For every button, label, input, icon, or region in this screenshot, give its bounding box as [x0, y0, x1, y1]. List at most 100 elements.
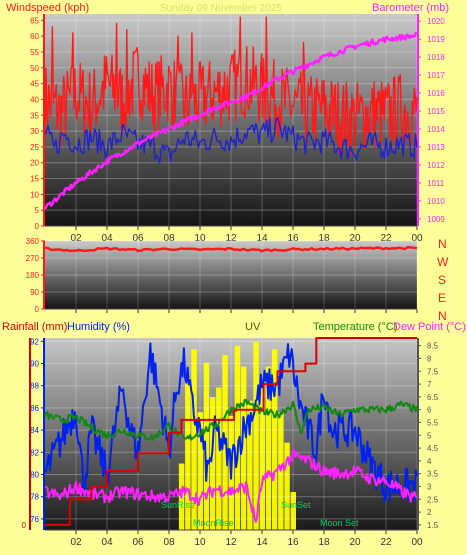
moonset-label: Moon Set: [320, 518, 359, 528]
x-tick-label: 06: [132, 233, 144, 244]
temperature-axis-label: Temperature (°C): [313, 321, 397, 333]
uv-bar: [265, 366, 272, 530]
y-right-tick-label: 1009: [427, 215, 445, 224]
y-left-tick-label: 20: [30, 159, 39, 168]
y-right-tick-label: 7.5: [427, 367, 439, 376]
y-right-tick-label: 1018: [427, 53, 445, 62]
uv-axis-label: UV: [245, 321, 261, 333]
y-left-tick-label: 55: [30, 48, 39, 57]
y-left-tick-label: 92: [30, 337, 39, 346]
temperature-line: [44, 398, 418, 441]
uv-bar: [247, 400, 253, 530]
y-left-tick-label: 90: [30, 360, 39, 369]
x-tick-label: 22: [380, 537, 392, 548]
y-left-tick-label: 86: [30, 404, 39, 413]
uv-bar: [290, 492, 296, 530]
pressure-line: [43, 31, 418, 210]
wind-direction-axes: 0 90 180 270 360: [26, 237, 418, 314]
y-left-tick-label: 82: [30, 448, 39, 457]
uv-bar: [209, 397, 216, 530]
x-tick-label: 00: [411, 537, 423, 548]
x-tick-label: 14: [256, 233, 268, 244]
y-right-tick-label: 1011: [427, 179, 445, 188]
dewpoint-axis-label: Dew Point (°C): [393, 321, 466, 333]
y-left-tick-label: 10: [30, 190, 39, 199]
windspeed-axis-label: Windspeed (kph): [6, 2, 89, 14]
x-tick-label: 20: [349, 537, 361, 548]
y-right-tick-label: 1.5: [427, 521, 439, 530]
y-right-tick-label: 1020: [427, 17, 445, 26]
y-left-tick-label: 25: [30, 143, 39, 152]
y-left-tick-label: 65: [30, 16, 39, 25]
x-tick-label: 04: [101, 537, 113, 548]
sunset-label: SunSet: [281, 500, 311, 510]
y-right-tick-label: 1014: [427, 125, 445, 134]
uv-bar: [284, 442, 290, 530]
x-tick-label: 00: [411, 233, 423, 244]
humidity-temperature-series: [44, 337, 418, 526]
uv-bar: [185, 378, 191, 530]
y-left-tick-label: 90: [30, 288, 39, 297]
rain-axis-tick-label: 0: [22, 521, 27, 530]
x-tick-label: 10: [194, 233, 206, 244]
uv-bar: [240, 366, 247, 530]
y-left-tick-label: 40: [30, 95, 39, 104]
y-right-tick-label: 8.5: [427, 342, 439, 351]
dewpoint-line: [44, 448, 418, 523]
y-right-tick-label: 5: [427, 431, 432, 440]
humidity-axis-label: Humidity (%): [67, 321, 130, 333]
wind-direction-series: [44, 246, 418, 253]
y-right-tick-label: 1013: [427, 143, 445, 152]
uv-bar: [259, 381, 265, 530]
y-left-tick-label: 80: [30, 471, 39, 480]
wind-pressure-axes: 0510152025303540455055606510091010101110…: [30, 14, 445, 244]
x-tick-label: 20: [349, 233, 361, 244]
y-right-tick-label: 1016: [427, 89, 445, 98]
rain_cumulative-line: [45, 337, 417, 526]
y-left-tick-label: 45: [30, 80, 39, 89]
y-left-tick-label: 15: [30, 175, 39, 184]
y-left-tick-label: 360: [26, 237, 40, 246]
date-title: Sunday 09 November 2025: [160, 3, 282, 14]
moonrise-label: MoonRise: [193, 518, 234, 528]
gust-line: [44, 117, 418, 164]
y-right-tick-label: 7: [427, 380, 432, 389]
compass-e: E: [438, 291, 446, 305]
y-left-tick-label: 35: [30, 111, 39, 120]
x-tick-label: 12: [225, 537, 237, 548]
wind-line: [44, 16, 418, 156]
y-left-tick-label: 50: [30, 64, 39, 73]
x-tick-label: 02: [70, 537, 82, 548]
y-left-tick-label: 60: [30, 32, 39, 41]
x-tick-label: 16: [287, 537, 299, 548]
x-tick-label: 14: [256, 537, 268, 548]
y-left-tick-label: 0: [35, 305, 40, 314]
uv-bar: [253, 341, 259, 530]
y-left-tick-label: 180: [26, 271, 40, 280]
y-left-tick-label: 0: [35, 222, 40, 231]
y-right-tick-label: 5.5: [427, 418, 439, 427]
x-tick-label: 16: [287, 233, 299, 244]
y-left-tick-label: 78: [30, 493, 39, 502]
y-right-tick-label: 1012: [427, 161, 445, 170]
x-tick-label: 12: [225, 233, 237, 244]
x-tick-label: 10: [194, 537, 206, 548]
uv-bar: [191, 349, 197, 530]
x-tick-label: 02: [70, 233, 82, 244]
y-left-tick-label: 270: [26, 254, 40, 263]
uv-bar: [197, 412, 203, 530]
wind-direction-panel: [45, 241, 417, 309]
y-right-tick-label: 2.5: [427, 495, 439, 504]
y-right-tick-label: 1017: [427, 71, 445, 80]
uv-bar: [234, 345, 241, 530]
uv-bar: [203, 362, 210, 530]
y-left-tick-label: 30: [30, 127, 39, 136]
y-right-tick-label: 6.5: [427, 393, 439, 402]
y-right-tick-label: 8: [427, 354, 432, 363]
x-tick-label: 18: [318, 537, 330, 548]
uv-bar: [216, 387, 222, 530]
y-right-tick-label: 2: [427, 508, 432, 517]
compass-s: S: [438, 273, 446, 287]
